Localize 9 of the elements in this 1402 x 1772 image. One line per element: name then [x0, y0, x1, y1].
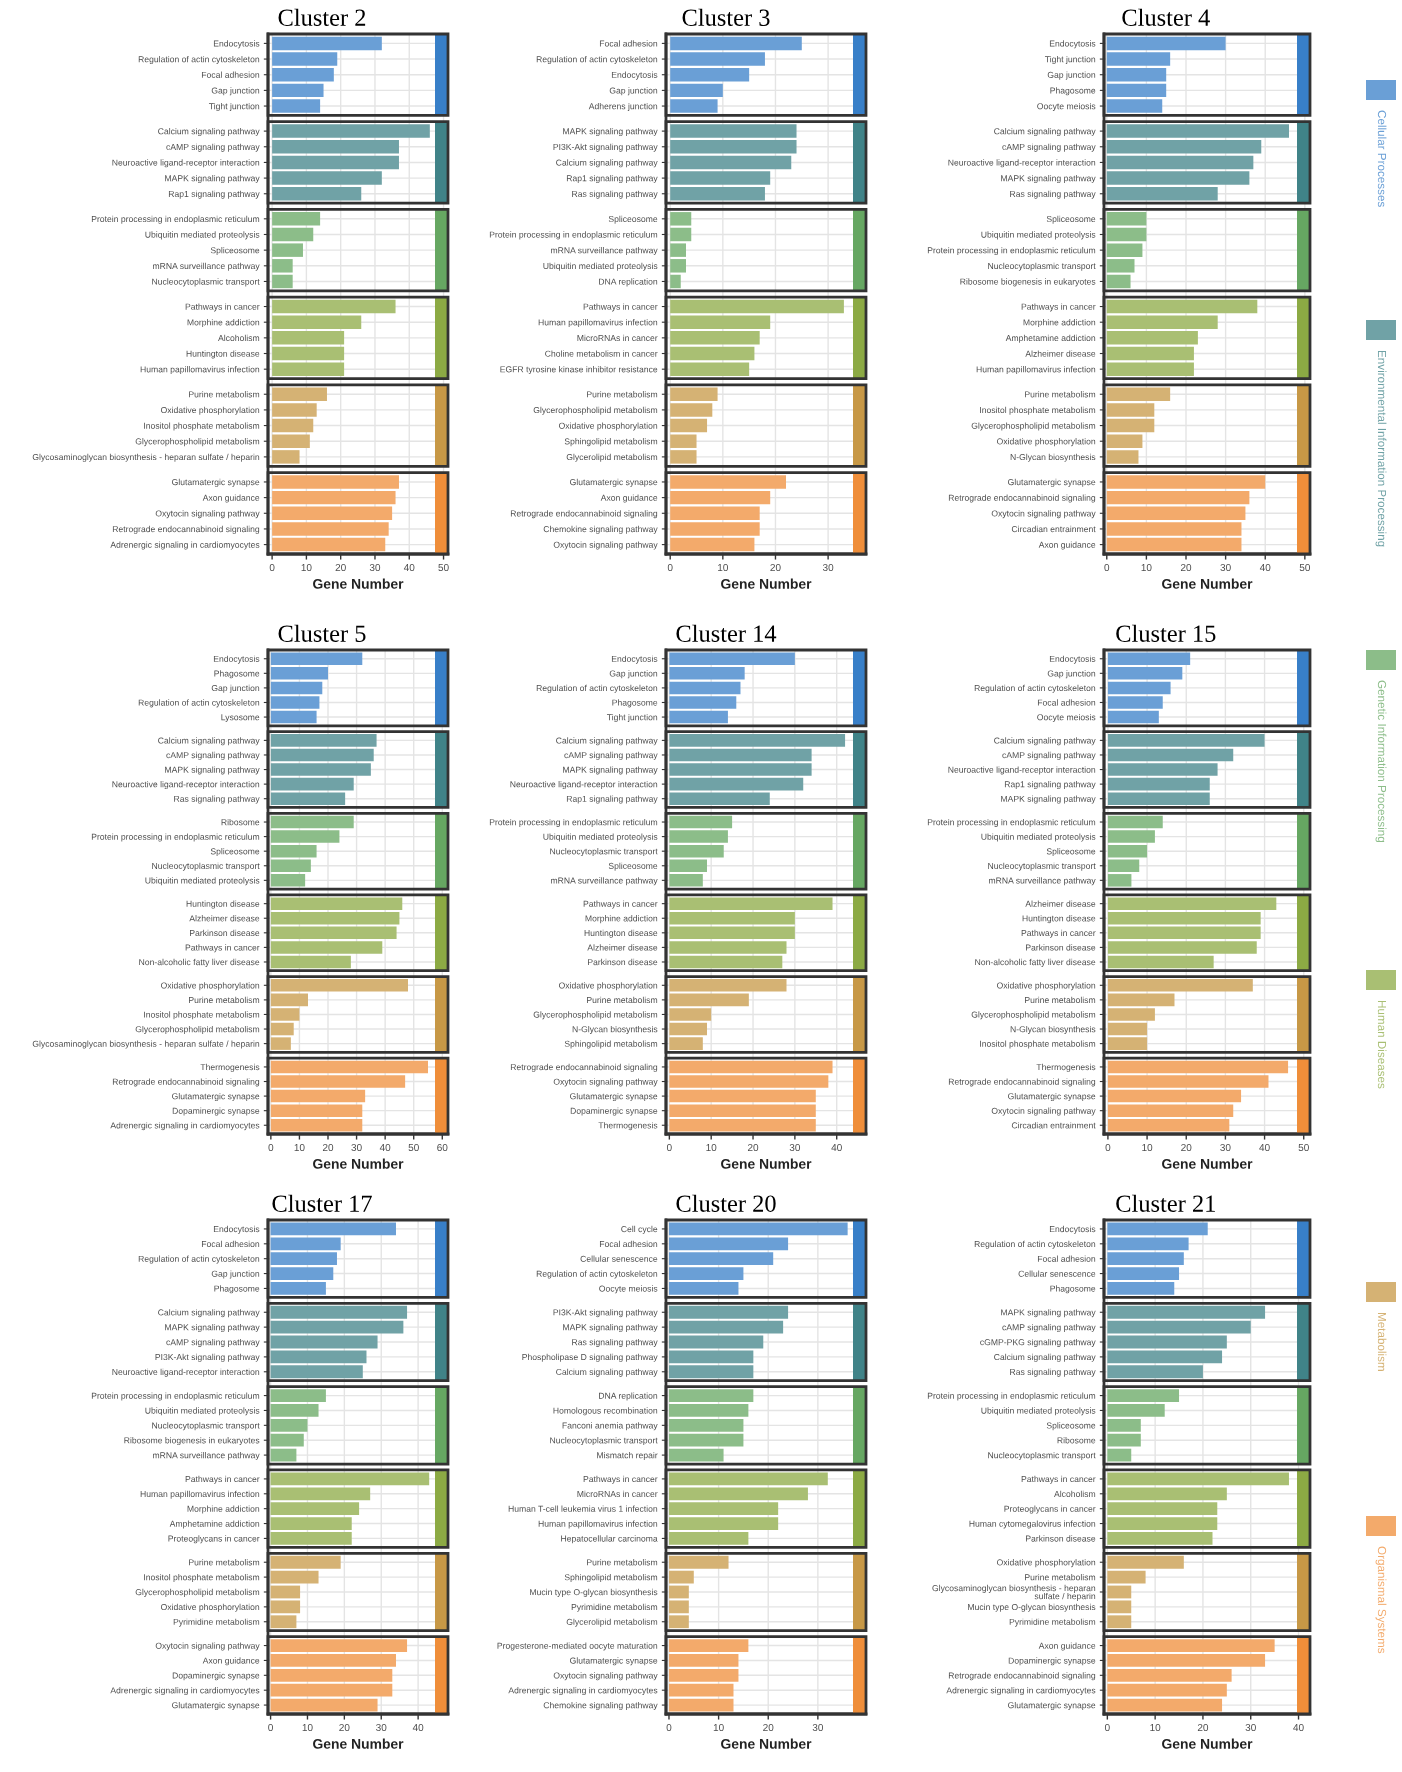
chart-title: Cluster 3 [682, 8, 770, 26]
chart-title: Cluster 5 [278, 624, 366, 642]
chart-title: Cluster 21 [1116, 1194, 1215, 1212]
chart-title: Cluster 14 [676, 624, 777, 642]
chart-title: Cluster 20 [676, 1194, 776, 1212]
chart-title: Cluster 2 [278, 8, 366, 26]
chart-title: Cluster 4 [1122, 8, 1210, 26]
chart-title: Cluster 17 [272, 1194, 372, 1212]
chart-title: Cluster 15 [1116, 624, 1216, 642]
